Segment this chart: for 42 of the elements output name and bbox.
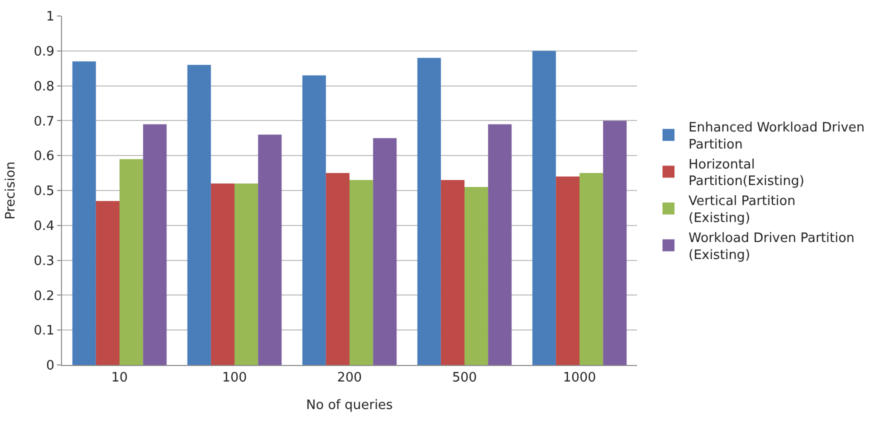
bar bbox=[326, 173, 350, 365]
y-tick-label: 0.7 bbox=[34, 114, 54, 130]
y-tick-label: 0.6 bbox=[34, 149, 54, 164]
bar bbox=[72, 61, 96, 365]
y-tick-label: 1 bbox=[46, 10, 54, 25]
bar bbox=[120, 159, 144, 365]
x-tick-label: 200 bbox=[337, 370, 362, 386]
bar bbox=[302, 75, 326, 365]
bar bbox=[603, 120, 627, 365]
x-tick-label: 10 bbox=[111, 370, 128, 386]
bar bbox=[373, 138, 397, 365]
bar bbox=[532, 50, 556, 365]
legend-label: Enhanced Workload Driven Partition bbox=[688, 120, 865, 152]
bar bbox=[440, 180, 464, 365]
bar bbox=[464, 187, 488, 365]
y-tick-label: 0.9 bbox=[34, 44, 54, 60]
x-tick-label: 500 bbox=[452, 370, 477, 386]
y-tick-label: 0.5 bbox=[34, 184, 54, 200]
legend-label: Horizontal Partition(Existing) bbox=[688, 157, 804, 190]
bar bbox=[417, 58, 441, 365]
bar bbox=[96, 200, 120, 365]
legend-label: Vertical Partition (Existing) bbox=[688, 194, 796, 226]
y-tick-label: 0 bbox=[46, 358, 54, 374]
x-tick-label: 100 bbox=[222, 370, 247, 386]
bar bbox=[210, 184, 234, 365]
legend-label: Workload Driven Partition (Existing) bbox=[688, 230, 855, 263]
x-axis-title: No of queries bbox=[306, 398, 394, 414]
bar bbox=[556, 176, 580, 365]
bar bbox=[187, 64, 211, 365]
y-tick-label: 0.2 bbox=[34, 288, 54, 304]
bar bbox=[488, 124, 512, 365]
bar bbox=[234, 184, 258, 365]
bar bbox=[258, 134, 282, 365]
y-tick-label: 0.4 bbox=[34, 218, 54, 234]
x-tick-label: 1000 bbox=[562, 370, 596, 386]
y-tick-label: 0.1 bbox=[34, 324, 54, 339]
y-tick-label: 0.8 bbox=[34, 79, 54, 94]
y-tick-label: 0.3 bbox=[34, 254, 54, 269]
bar bbox=[143, 124, 167, 365]
bar bbox=[350, 180, 374, 365]
y-axis-title: Precision bbox=[4, 161, 19, 220]
bar bbox=[580, 173, 604, 365]
